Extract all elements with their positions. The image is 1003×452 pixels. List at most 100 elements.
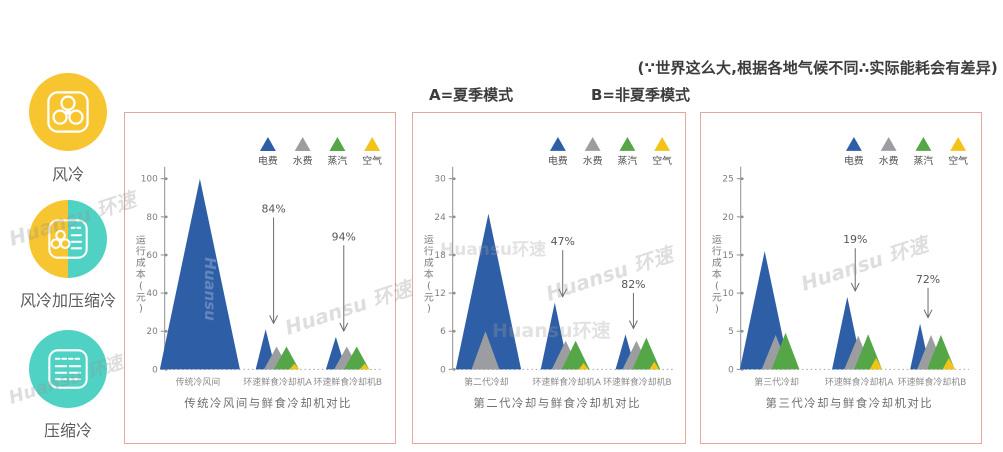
category-labels: 第三代冷却 环速鲜食冷却机A 环速鲜食冷却机B (754, 376, 966, 388)
svg-text:电费: 电费 (548, 154, 568, 167)
peak-蒸汽-3 (344, 346, 370, 370)
peak-电费-1 (455, 213, 522, 370)
svg-text:水费: 水费 (293, 154, 313, 167)
sidebar-item-air-cooling: 风冷 (51, 165, 84, 184)
svg-text:元: 元 (424, 292, 434, 303)
peak-空气-3 (649, 361, 660, 370)
svg-text:第二代冷却与鲜食冷却机对比: 第二代冷却与鲜食冷却机对比 (473, 396, 641, 410)
legend-swatch-3 (619, 137, 636, 151)
svg-text:(: ( (139, 281, 143, 292)
svg-text:82%: 82% (621, 278, 645, 291)
peak-蒸汽-2 (561, 340, 590, 370)
svg-text:环速鲜食冷却机B: 环速鲜食冷却机B (313, 376, 382, 388)
svg-text:空气: 空气 (948, 154, 968, 167)
svg-text:60: 60 (146, 251, 158, 261)
mode-a-label: A=夏季模式 (429, 86, 514, 104)
annotations: 19% 72% (843, 233, 940, 319)
air-cooling-badge (29, 73, 107, 151)
legend: 电费 水费 蒸汽 空气 (258, 137, 382, 167)
svg-text:20: 20 (146, 327, 158, 337)
peak-蒸汽-3 (632, 337, 661, 370)
svg-text:本: 本 (424, 268, 434, 281)
legend-swatch-2 (294, 137, 311, 151)
svg-text:电费: 电费 (844, 154, 864, 167)
peak-空气-3 (359, 363, 370, 370)
svg-text:运: 运 (424, 234, 434, 246)
legend-swatch-4 (364, 137, 381, 151)
chart-title: 传统冷风间与鲜食冷却机对比 (184, 396, 352, 410)
fan-compressor-icon (48, 219, 88, 259)
chart-panel-gen3: 电费 水费 蒸汽 空气 0 5 10 15 20 25 运行成本(元) 19% 72% 第三代冷却 环速鲜食… (700, 112, 982, 444)
svg-text:空气: 空气 (362, 154, 382, 167)
chart-title: 第二代冷却与鲜食冷却机对比 (473, 396, 641, 410)
peak-蒸汽-1 (771, 332, 800, 370)
svg-text:30: 30 (434, 175, 446, 185)
category-labels: 第二代冷却 环速鲜食冷却机A 环速鲜食冷却机B (464, 376, 672, 388)
svg-text:蒸汽: 蒸汽 (328, 154, 348, 167)
svg-text:本: 本 (712, 268, 722, 281)
svg-text:行: 行 (712, 245, 722, 258)
series-triangles (739, 251, 956, 370)
chart-panel-traditional: 电费 水费 蒸汽 空气 0 20 40 60 80 100 运行成本(元) 84% 94% 传统冷风间 环速… (124, 112, 396, 444)
peak-空气-2 (869, 357, 883, 370)
svg-text:成: 成 (136, 257, 146, 269)
chart-panel-gen2: 电费 水费 蒸汽 空气 0 6 12 18 24 30 运行成本(元) 47% 82% 第二代冷却 环速鲜食… (412, 112, 686, 444)
svg-text:10: 10 (722, 289, 734, 299)
peak-电费-1 (159, 178, 240, 370)
legend: 电费 水费 蒸汽 空气 (844, 137, 968, 167)
svg-text:环速鲜食冷却机A: 环速鲜食冷却机A (243, 376, 312, 388)
category-labels: 传统冷风间 环速鲜食冷却机A 环速鲜食冷却机B (176, 376, 382, 388)
svg-text:水费: 水费 (583, 154, 603, 167)
air-plus-compression-badge (29, 200, 107, 278)
legend-swatch-4 (950, 137, 967, 151)
svg-text:传统冷风间与鲜食冷却机对比: 传统冷风间与鲜食冷却机对比 (184, 396, 352, 410)
svg-text:第二代冷却: 第二代冷却 (464, 376, 509, 388)
disclaimer-note: (∵世界这么大,根据各地气候不同∴实际能耗会有差异) (637, 59, 998, 77)
svg-text:(: ( (715, 281, 719, 292)
series-triangles (455, 213, 661, 370)
svg-text:元: 元 (712, 292, 722, 303)
sidebar-item-air-plus-compression: 风冷加压缩冷 (19, 291, 116, 310)
legend-swatch-2 (584, 137, 601, 151)
series-triangles (159, 178, 370, 370)
svg-text:本: 本 (136, 268, 146, 281)
svg-text:成: 成 (712, 257, 722, 269)
svg-text:元: 元 (136, 292, 146, 303)
svg-text:5: 5 (728, 327, 734, 337)
legend: 电费 水费 蒸汽 空气 (548, 137, 672, 167)
svg-text:0: 0 (728, 365, 734, 375)
svg-text:6: 6 (440, 327, 446, 337)
legend-swatch-1 (260, 137, 276, 151)
svg-text:94%: 94% (332, 230, 356, 243)
svg-text:0: 0 (440, 365, 446, 375)
peak-空气-2 (289, 363, 300, 370)
svg-text:84%: 84% (261, 202, 285, 215)
svg-text:成: 成 (424, 257, 434, 269)
svg-text:): ) (715, 304, 719, 315)
svg-text:12: 12 (434, 289, 445, 299)
svg-text:24: 24 (434, 213, 446, 223)
svg-text:): ) (427, 304, 431, 315)
svg-text:行: 行 (424, 245, 434, 258)
legend-swatch-2 (880, 137, 897, 151)
svg-text:空气: 空气 (652, 154, 672, 167)
svg-text:水费: 水费 (879, 154, 899, 167)
svg-text:环速鲜食冷却机B: 环速鲜食冷却机B (898, 376, 967, 388)
peak-水费-1 (471, 331, 500, 370)
mode-b-label: B=非夏季模式 (591, 86, 691, 104)
legend-swatch-3 (915, 137, 932, 151)
svg-text:25: 25 (722, 175, 733, 185)
peak-空气-3 (942, 357, 956, 370)
svg-text:环速鲜食冷却机A: 环速鲜食冷却机A (532, 376, 601, 388)
svg-text:第三代冷却: 第三代冷却 (754, 376, 799, 388)
svg-text:19%: 19% (843, 233, 867, 246)
svg-text:): ) (139, 304, 143, 315)
svg-text:18: 18 (434, 251, 446, 261)
svg-text:电费: 电费 (258, 154, 278, 167)
